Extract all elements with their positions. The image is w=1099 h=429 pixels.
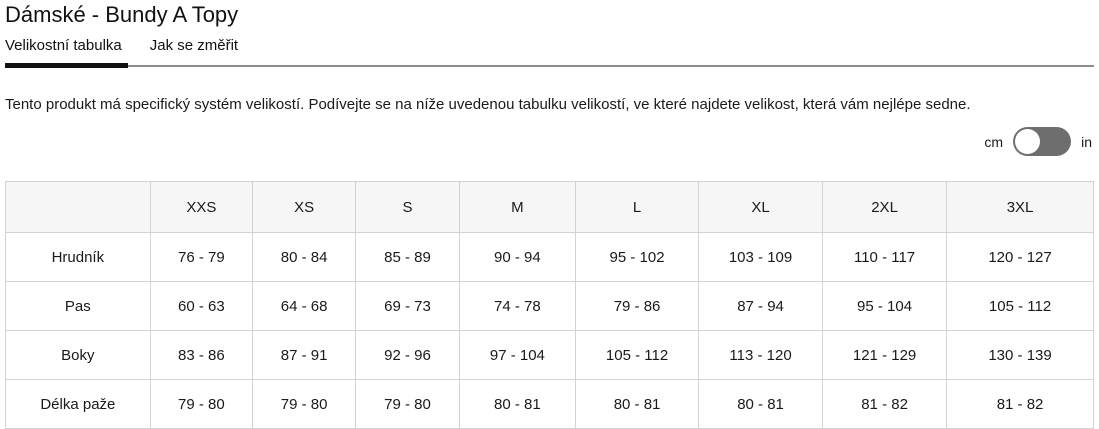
unit-toggle-row: cm in (5, 127, 1094, 156)
active-tab-indicator (5, 63, 128, 68)
table-row-waist: Pas 60 - 63 64 - 68 69 - 73 74 - 78 79 -… (5, 281, 1094, 331)
tab-how-to-measure[interactable]: Jak se změřit (149, 37, 239, 54)
table-header-row: XXS XS S M L XL 2XL 3XL (5, 181, 1094, 233)
table-cell: 69 - 73 (355, 281, 460, 331)
table-cell: 79 - 80 (149, 379, 253, 429)
table-cell: 80 - 81 (698, 379, 824, 429)
table-row-arm-length: Délka paže 79 - 80 79 - 80 79 - 80 80 - … (5, 379, 1094, 429)
size-system-description: Tento produkt má specifický systém velik… (5, 96, 971, 113)
toggle-knob-icon (1015, 129, 1041, 154)
row-label: Délka paže (5, 379, 151, 429)
table-cell: 95 - 102 (575, 232, 700, 282)
table-cell: 81 - 82 (946, 379, 1094, 429)
table-cell: 79 - 80 (251, 379, 357, 429)
table-cell: 130 - 139 (946, 330, 1094, 380)
tab-bar: Velikostní tabulka Jak se změřit (5, 37, 1094, 54)
tab-size-chart[interactable]: Velikostní tabulka (5, 37, 122, 54)
table-header-cell-empty (5, 181, 151, 233)
table-row-chest: Hrudník 76 - 79 80 - 84 85 - 89 90 - 94 … (5, 232, 1094, 282)
table-cell: 83 - 86 (149, 330, 253, 380)
table-cell: 79 - 80 (355, 379, 460, 429)
table-cell: 120 - 127 (946, 232, 1094, 282)
table-header-cell-3xl: 3XL (946, 181, 1094, 233)
table-cell: 76 - 79 (149, 232, 253, 282)
table-cell: 79 - 86 (575, 281, 700, 331)
table-cell: 95 - 104 (822, 281, 948, 331)
table-header-cell-s: S (355, 181, 460, 233)
table-cell: 80 - 84 (251, 232, 357, 282)
table-cell: 103 - 109 (698, 232, 824, 282)
table-cell: 92 - 96 (355, 330, 460, 380)
table-header-cell-2xl: 2XL (822, 181, 948, 233)
table-cell: 80 - 81 (458, 379, 577, 429)
tab-divider (5, 63, 1094, 68)
table-cell: 81 - 82 (822, 379, 948, 429)
size-table: XXS XS S M L XL 2XL 3XL Hrudník 76 - 79 … (5, 181, 1094, 429)
table-cell: 113 - 120 (698, 330, 824, 380)
table-header-cell-xxs: XXS (149, 181, 253, 233)
unit-label-in: in (1081, 133, 1092, 150)
table-cell: 80 - 81 (575, 379, 700, 429)
table-cell: 60 - 63 (149, 281, 253, 331)
table-header-cell-l: L (575, 181, 700, 233)
unit-label-cm: cm (984, 133, 1004, 150)
unit-toggle-switch[interactable] (1013, 127, 1072, 156)
table-cell: 74 - 78 (458, 281, 577, 331)
table-cell: 97 - 104 (458, 330, 577, 380)
row-label: Boky (5, 330, 151, 380)
table-header-cell-xl: XL (698, 181, 824, 233)
table-cell: 105 - 112 (946, 281, 1094, 331)
page-title: Dámské - Bundy A Topy (5, 2, 239, 27)
table-cell: 87 - 91 (251, 330, 357, 380)
table-row-hips: Boky 83 - 86 87 - 91 92 - 96 97 - 104 10… (5, 330, 1094, 380)
table-cell: 87 - 94 (698, 281, 824, 331)
table-cell: 121 - 129 (822, 330, 948, 380)
table-cell: 90 - 94 (458, 232, 577, 282)
row-label: Pas (5, 281, 151, 331)
table-cell: 105 - 112 (575, 330, 700, 380)
table-cell: 85 - 89 (355, 232, 460, 282)
table-cell: 110 - 117 (822, 232, 948, 282)
table-header-cell-m: M (458, 181, 577, 233)
table-header-cell-xs: XS (251, 181, 357, 233)
row-label: Hrudník (5, 232, 151, 282)
table-cell: 64 - 68 (251, 281, 357, 331)
